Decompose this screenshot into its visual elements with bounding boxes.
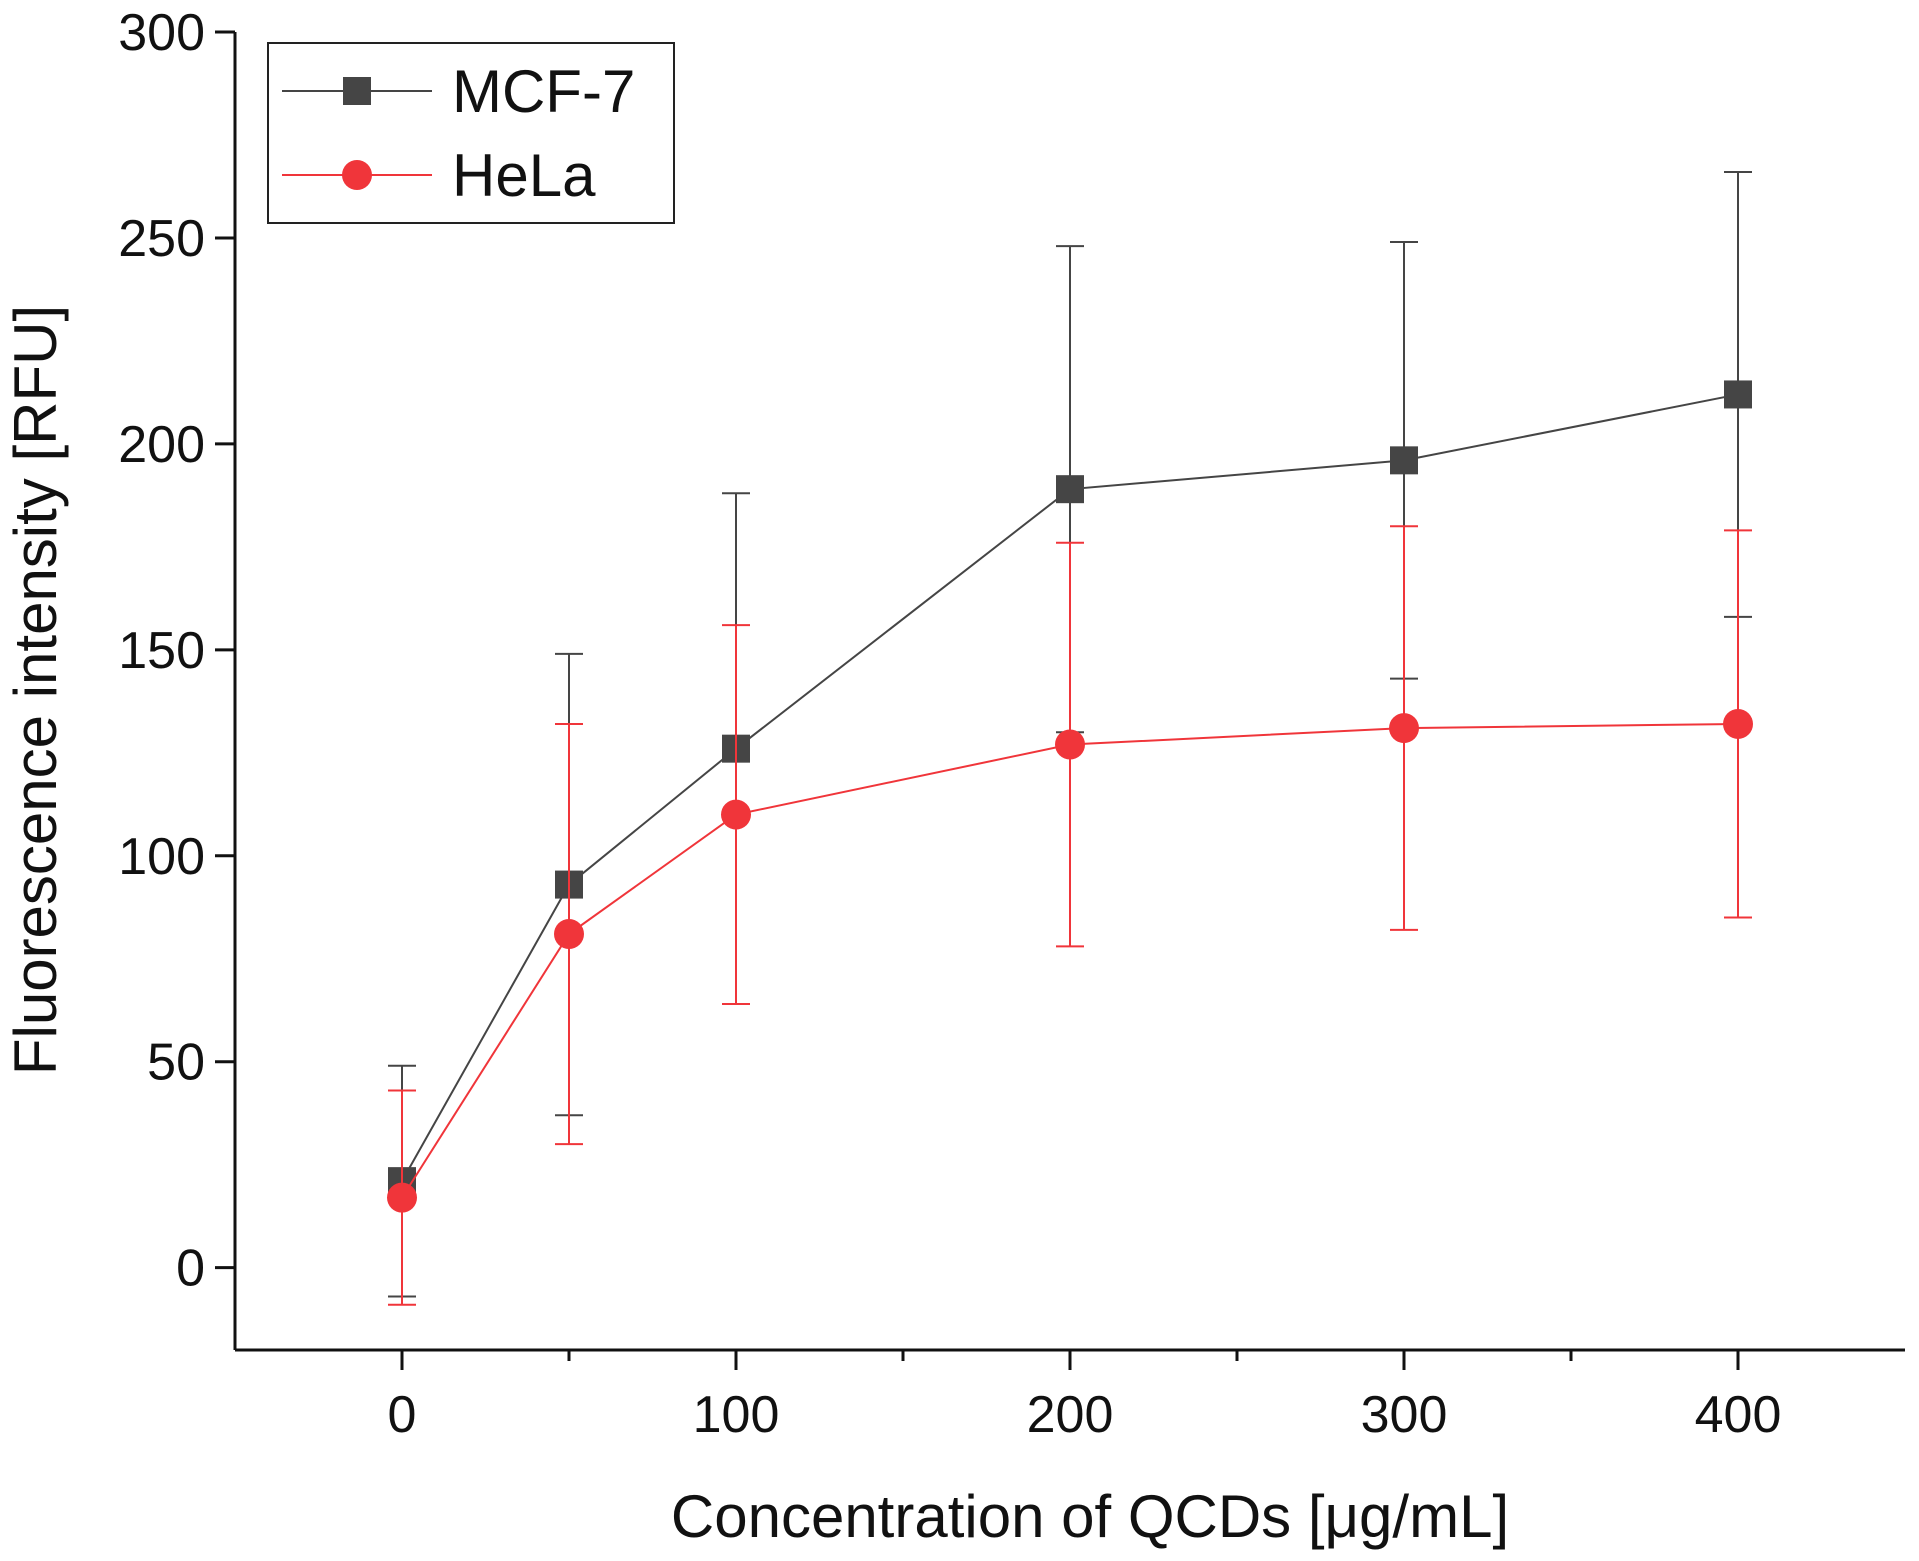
- legend-marker-circle: [342, 160, 372, 190]
- y-tick-label: 200: [118, 416, 205, 474]
- y-tick-label: 150: [118, 622, 205, 680]
- y-tick-label: 100: [118, 828, 205, 886]
- series-hela: [387, 525, 1753, 1306]
- legend: MCF-7 HeLa: [267, 42, 675, 224]
- data-point: [1055, 729, 1085, 760]
- axes: 0 50 100 150 200 250 300 0 100 200 300 400: [118, 4, 1905, 1444]
- series-line: [401, 393, 1739, 1182]
- data-point: [554, 919, 584, 950]
- y-tick-label: 0: [176, 1240, 205, 1298]
- data-point: [387, 1182, 417, 1213]
- data-point: [1724, 380, 1752, 409]
- y-axis-title: Fluorescence intensity [RFU]: [2, 305, 69, 1075]
- legend-label-mcf7: MCF-7: [452, 58, 635, 125]
- x-tick-label: 300: [1361, 1386, 1448, 1444]
- legend-label-hela: HeLa: [452, 142, 596, 209]
- x-tick-label: 0: [388, 1386, 417, 1444]
- y-tick-label: 50: [147, 1034, 205, 1092]
- x-tick-label: 100: [693, 1386, 780, 1444]
- y-tick-label: 300: [118, 4, 205, 62]
- series-line: [401, 722, 1739, 1199]
- x-axis-title: Concentration of QCDs [μg/mL]: [671, 1483, 1509, 1550]
- legend-box: [267, 42, 675, 224]
- x-tick-label: 400: [1695, 1386, 1782, 1444]
- data-point: [1056, 475, 1084, 504]
- data-point: [721, 799, 751, 830]
- series-layer: [387, 171, 1753, 1306]
- y-tick-label: 250: [118, 210, 205, 268]
- legend-marker-square: [343, 77, 371, 105]
- data-point: [1389, 713, 1419, 744]
- data-point: [1723, 708, 1753, 739]
- data-point: [1390, 446, 1418, 475]
- x-tick-label: 200: [1027, 1386, 1114, 1444]
